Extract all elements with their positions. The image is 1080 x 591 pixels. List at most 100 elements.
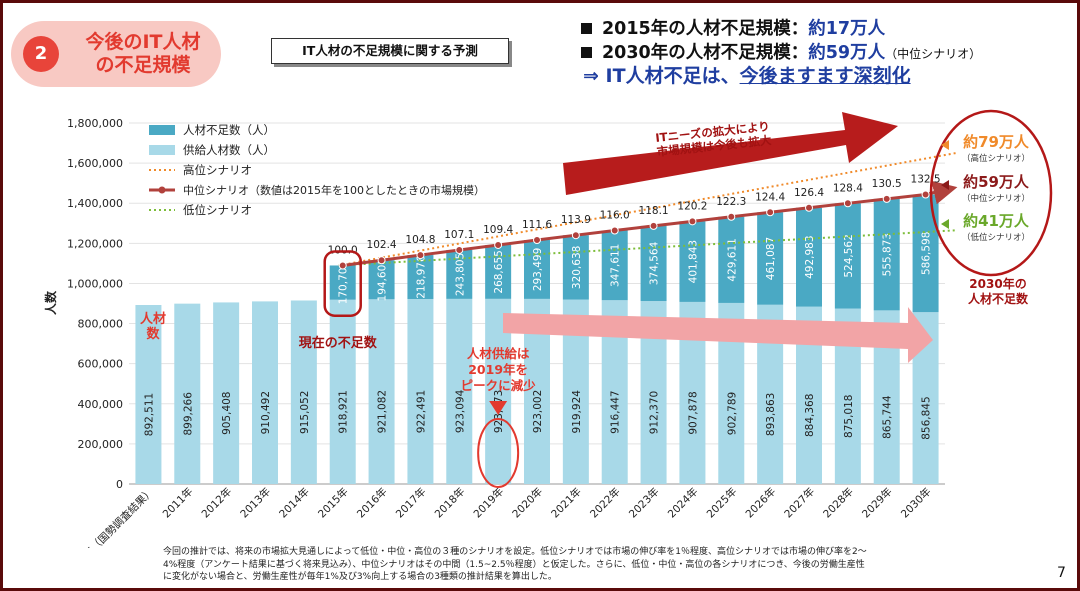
mid-scenario-point xyxy=(688,217,697,226)
mid-index-label: 111.6 xyxy=(522,219,552,231)
mid-scenario-point xyxy=(727,212,736,221)
supply-value-label: 907,878 xyxy=(687,391,699,434)
shortage-bar xyxy=(679,221,706,302)
y-tick-label: 0 xyxy=(116,478,123,491)
scenario-label: （低位シナリオ） xyxy=(962,232,1030,243)
mid-scenario-point xyxy=(843,199,852,208)
section-number: 2 xyxy=(23,36,59,72)
x-tick-label: 2029年 xyxy=(859,485,895,521)
supply-value-label: 919,924 xyxy=(571,390,583,434)
mid-scenario-point xyxy=(455,245,464,254)
y-axis-title: 人数 xyxy=(43,290,58,315)
supply-value-label: 899,266 xyxy=(182,392,194,436)
x-tick-label: 2028年 xyxy=(820,485,856,521)
section-title: 今後のIT人材 の不足規模 xyxy=(85,31,201,76)
supply-value-label: 884,368 xyxy=(804,394,816,437)
supply-value-label: 893,863 xyxy=(765,393,777,436)
x-tick-label: 2027年 xyxy=(782,485,818,521)
y-axis: 0 200,000 400,000 600,000 800,000 1,000,000 1,… xyxy=(43,117,123,491)
shortage-bar xyxy=(562,235,589,300)
headline-conclusion: ⇒ IT人材不足は、今後ますます深刻化 xyxy=(583,65,911,87)
y-tick-label: 1,800,000 xyxy=(67,117,123,130)
legend-high-label: 高位シナリオ xyxy=(183,163,252,177)
scenario-value: 約79万人 xyxy=(963,133,1030,151)
shortage-value-label: 374,564 xyxy=(649,241,661,285)
y-tick-label: 1,200,000 xyxy=(67,237,123,250)
x-tick-label: 2024年 xyxy=(665,485,701,521)
pointer-icon xyxy=(941,219,949,229)
bars: 892,511 899,266 905,408 910,492 915,052 170,7… xyxy=(135,194,939,484)
x-tick-label: 2019年 xyxy=(471,485,507,521)
scenario-2030-highlight xyxy=(929,109,1053,277)
shortage-value-label: 268,655 xyxy=(493,250,505,293)
shortage-bar xyxy=(524,240,550,299)
supply-value-label: 905,408 xyxy=(221,391,233,434)
mid-scenario-point xyxy=(571,231,580,240)
mid-scenario-point xyxy=(921,190,930,199)
x-tick-label: 2023年 xyxy=(626,485,662,521)
supply-decline-arrow xyxy=(503,307,933,363)
footnotes: 今回の推計では、将来の市場拡大見通しによって低位・中位・高位の３種のシナリオを設… xyxy=(163,546,933,584)
supply-value-label: 918,921 xyxy=(338,390,350,433)
mid-scenario-point xyxy=(766,208,775,217)
mid-index-label: 102.4 xyxy=(367,239,397,251)
shortage-bar xyxy=(912,194,939,313)
shortage-value-label: 461,087 xyxy=(765,237,777,280)
x-tick-label: 2021年 xyxy=(548,485,584,521)
mid-scenario-point xyxy=(805,203,813,212)
x-tick-label: 2010年（国勢調査結果） xyxy=(62,485,157,548)
mid-scenario-point xyxy=(649,221,658,230)
mid-index-label: 116.0 xyxy=(600,209,630,221)
mid-index-label: 122.3 xyxy=(716,196,746,208)
x-tick-label: 2015年 xyxy=(315,485,351,521)
shortage-value-label: 293,499 xyxy=(532,248,544,291)
footnote-line: に変化がない場合と、労働生産性が毎年1%及び3%向上する場合の3種類の推計結果を… xyxy=(163,572,557,582)
y-tick-label: 1,000,000 xyxy=(67,277,123,290)
shortage-bar xyxy=(485,244,512,299)
supply-value-label: 916,447 xyxy=(610,390,622,433)
mid-index-label: 107.1 xyxy=(444,229,474,241)
supply-bar xyxy=(407,298,434,484)
supply-bar xyxy=(446,298,473,484)
down-arrow-icon xyxy=(489,401,508,415)
shortage-value-label: 347,611 xyxy=(610,244,622,287)
mid-index-label: 113.9 xyxy=(561,214,591,226)
shortage-bar xyxy=(834,203,861,309)
supply-value-label: 865,744 xyxy=(882,395,894,439)
legend-low-label: 低位シナリオ xyxy=(183,203,252,217)
headline-2030: 2030年の人材不足規模：約59万人（中位シナリオ） xyxy=(581,39,981,64)
shortage-value-label: 492,983 xyxy=(804,235,816,278)
bullet-square-icon xyxy=(581,47,592,58)
supply-bar xyxy=(329,299,356,484)
current-shortage-highlight xyxy=(323,250,362,317)
supply-bar xyxy=(290,300,317,484)
mid-scenario-point xyxy=(338,261,347,270)
shortage-bar xyxy=(329,265,356,300)
pointer-icon xyxy=(941,140,949,150)
footnote-line: 今回の推計では、将来の市場拡大見通しによって低位・中位・高位の３種のシナリオを設… xyxy=(163,547,867,557)
headline-2015: 2015年の人材不足規模：約17万人 xyxy=(581,15,885,40)
mid-index-label: 118.1 xyxy=(639,205,669,217)
shortage-chart: 0 200,000 400,000 600,000 800,000 1,000,000 1,… xyxy=(43,109,1053,548)
shortage-bar xyxy=(796,207,822,307)
supply-value-label: 921,082 xyxy=(377,390,389,433)
x-tick-label: 2017年 xyxy=(393,485,429,521)
shortage-bar xyxy=(718,216,745,303)
pointer-icon xyxy=(941,180,949,190)
mid-index-label: 126.4 xyxy=(794,187,824,199)
bullet-square-icon xyxy=(581,23,592,34)
shortage-value-label: 524,562 xyxy=(843,234,855,277)
chart-title-box: IT人材の不足規模に関する予測 xyxy=(271,38,509,64)
mid-scenario-point xyxy=(416,251,425,260)
mid-scenario-point xyxy=(494,240,503,249)
mid-index-label: 104.8 xyxy=(405,234,435,246)
peak-annotation: 人材供給は 2019年をピークに減少 xyxy=(461,346,537,393)
shortage-bar xyxy=(873,198,900,311)
y-tick-label: 200,000 xyxy=(78,438,124,451)
scenario-label: （中位シナリオ） xyxy=(962,193,1030,204)
supply-value-label: 856,845 xyxy=(921,396,933,439)
peak-highlight xyxy=(477,418,520,488)
x-tick-label: 2012年 xyxy=(199,485,235,521)
